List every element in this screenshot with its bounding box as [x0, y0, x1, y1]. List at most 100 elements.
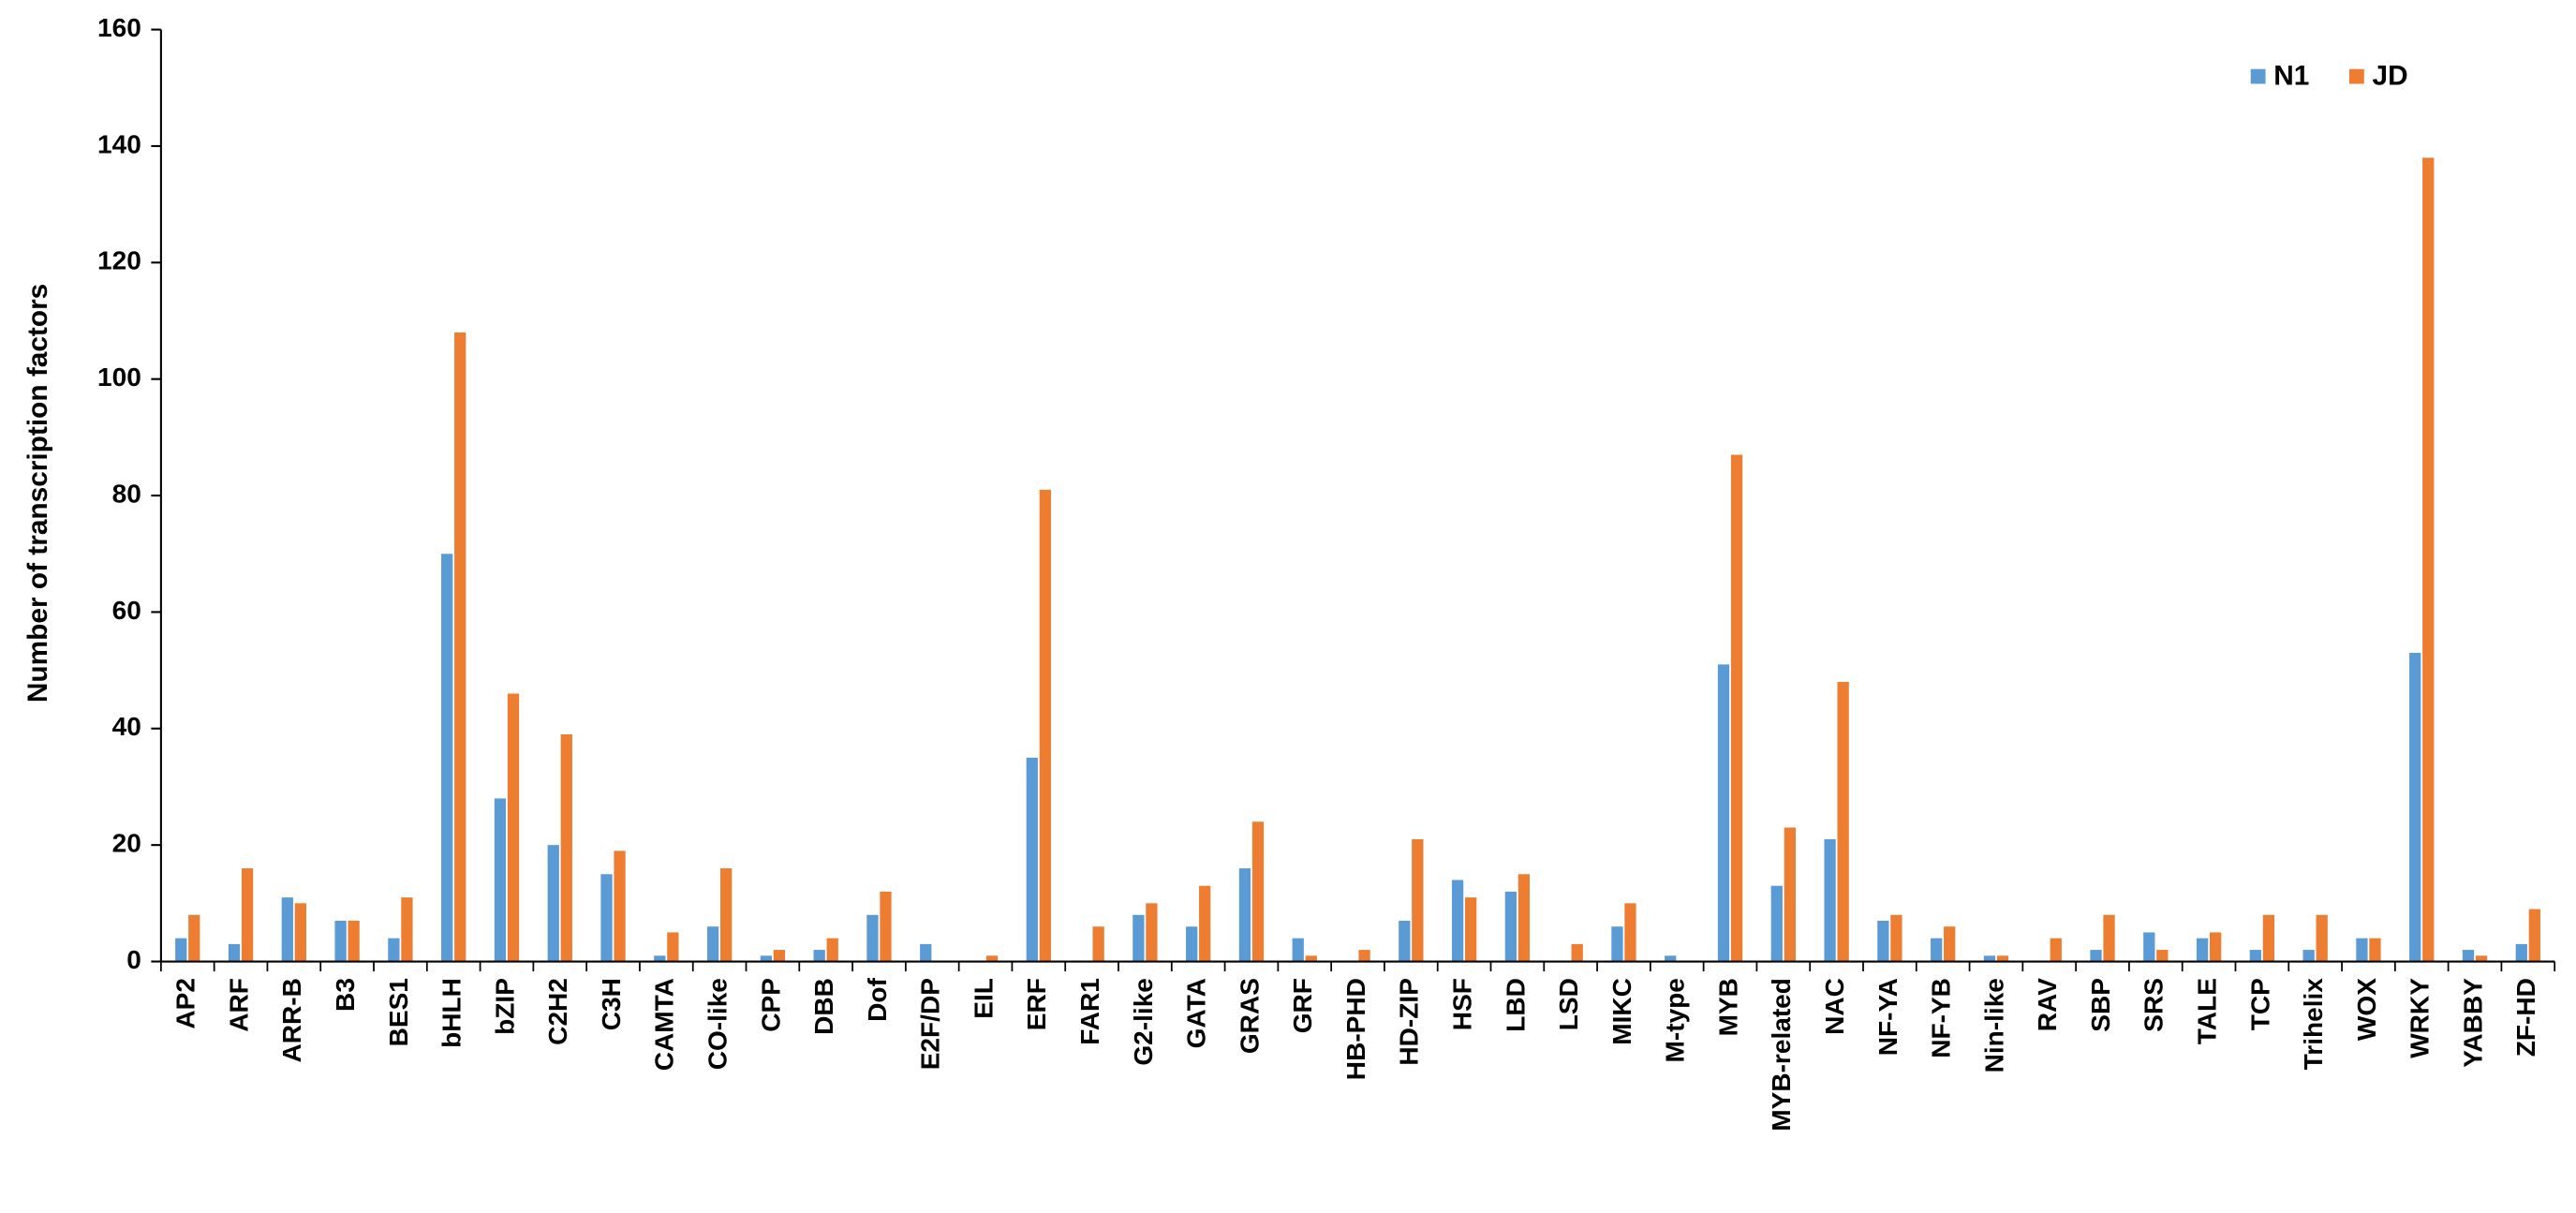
bar [1890, 914, 1902, 962]
bar [348, 920, 360, 962]
x-tick-label: ARR-B [277, 978, 306, 1062]
x-tick-label: RAV [2033, 978, 2062, 1031]
bar [719, 868, 733, 962]
bar [654, 955, 666, 962]
bar [1451, 880, 1464, 962]
bar [441, 554, 453, 962]
bar [813, 950, 825, 962]
x-tick-label: SBP [2086, 978, 2115, 1032]
bar [1133, 914, 1145, 962]
legend-swatch [2348, 68, 2364, 84]
x-tick-label: NAC [1820, 978, 1849, 1035]
bar [1983, 955, 1996, 962]
y-tick-label: 140 [97, 129, 141, 158]
x-tick-label: TALE [2193, 978, 2222, 1044]
bar [2369, 938, 2381, 962]
x-tick-label: MYB-related [1767, 978, 1796, 1132]
bar [1251, 821, 1265, 962]
bar [920, 943, 932, 962]
x-tick-label: SRS [2139, 978, 2169, 1032]
bar [2316, 914, 2328, 962]
x-tick-label: HB-PHD [1341, 978, 1370, 1080]
bar [760, 955, 773, 962]
x-tick-label: DBB [809, 978, 838, 1035]
y-tick-label: 20 [112, 829, 141, 858]
x-tick-label: FAR1 [1075, 978, 1104, 1045]
bar [1026, 757, 1038, 962]
bar [2409, 652, 2421, 962]
bar [547, 845, 559, 962]
bar [773, 950, 786, 962]
bar [2209, 932, 2222, 962]
bar [600, 874, 613, 962]
x-tick-label: Trihelix [2299, 978, 2328, 1071]
bar [2196, 938, 2209, 962]
bar [2462, 950, 2475, 962]
bar [1146, 903, 1158, 962]
bar [1611, 926, 1623, 962]
bar [2262, 914, 2275, 962]
bar [1624, 903, 1636, 962]
y-tick-label: 100 [97, 362, 141, 392]
bar [985, 955, 999, 962]
bar [1399, 920, 1411, 962]
bar [1784, 827, 1796, 962]
bar [560, 734, 572, 962]
x-tick-label: YABBY [2458, 978, 2487, 1068]
bar [1039, 489, 1051, 962]
bar [241, 868, 254, 962]
y-tick-label: 60 [112, 596, 141, 625]
x-tick-label: ERF [1022, 978, 1051, 1030]
bar [1837, 682, 1849, 962]
bar [2249, 950, 2262, 962]
bar [2156, 950, 2169, 962]
y-tick-label: 120 [97, 246, 141, 275]
bar [1571, 943, 1583, 962]
y-tick-label: 40 [112, 712, 141, 741]
bar [1305, 955, 1317, 962]
x-tick-label: AP2 [171, 978, 200, 1029]
bar [1092, 926, 1104, 962]
bar [2475, 955, 2488, 962]
x-tick-label: MIKC [1607, 978, 1636, 1045]
bar [1464, 897, 1477, 962]
bar [667, 932, 679, 962]
x-tick-label: GRAS [1235, 978, 1264, 1054]
x-tick-label: NF-YB [1927, 978, 1956, 1058]
bar [507, 693, 520, 962]
x-tick-label: G2-like [1129, 978, 1158, 1066]
y-tick-label: 80 [112, 479, 141, 508]
x-tick-label: Dof [863, 977, 892, 1021]
x-tick-label: MYB [1713, 978, 1742, 1036]
x-tick-label: E2F/DP [916, 978, 945, 1070]
x-tick-label: CAMTA [650, 978, 679, 1071]
bar [188, 914, 200, 962]
legend-swatch [2250, 68, 2266, 84]
x-tick-label: GRF [1288, 978, 1317, 1033]
x-tick-label: GATA [1182, 978, 1211, 1048]
bar [866, 914, 879, 962]
x-tick-label: Nin-like [1979, 978, 2008, 1072]
x-tick-label: bHLH [437, 978, 466, 1048]
bar [1358, 950, 1370, 962]
x-tick-label: ARF [224, 978, 253, 1032]
bar [880, 891, 892, 962]
bar [294, 903, 306, 962]
y-tick-label: 160 [97, 13, 141, 42]
x-tick-label: TCP [2245, 978, 2274, 1030]
bar [1717, 664, 1730, 962]
x-tick-label: M-type [1661, 978, 1690, 1062]
bar [334, 920, 347, 962]
bar [175, 938, 187, 962]
bar [1517, 874, 1531, 962]
x-tick-label: ZF-HD [2511, 978, 2540, 1057]
bar [1730, 454, 1743, 962]
x-tick-label: BES1 [384, 978, 413, 1046]
bar [1504, 891, 1517, 962]
bar [2528, 909, 2540, 962]
x-tick-label: LSD [1554, 978, 1583, 1030]
bar [454, 332, 466, 962]
legend-label: N1 [2273, 60, 2309, 91]
bar [1665, 955, 1677, 962]
x-tick-label: HD-ZIP [1395, 978, 1424, 1066]
